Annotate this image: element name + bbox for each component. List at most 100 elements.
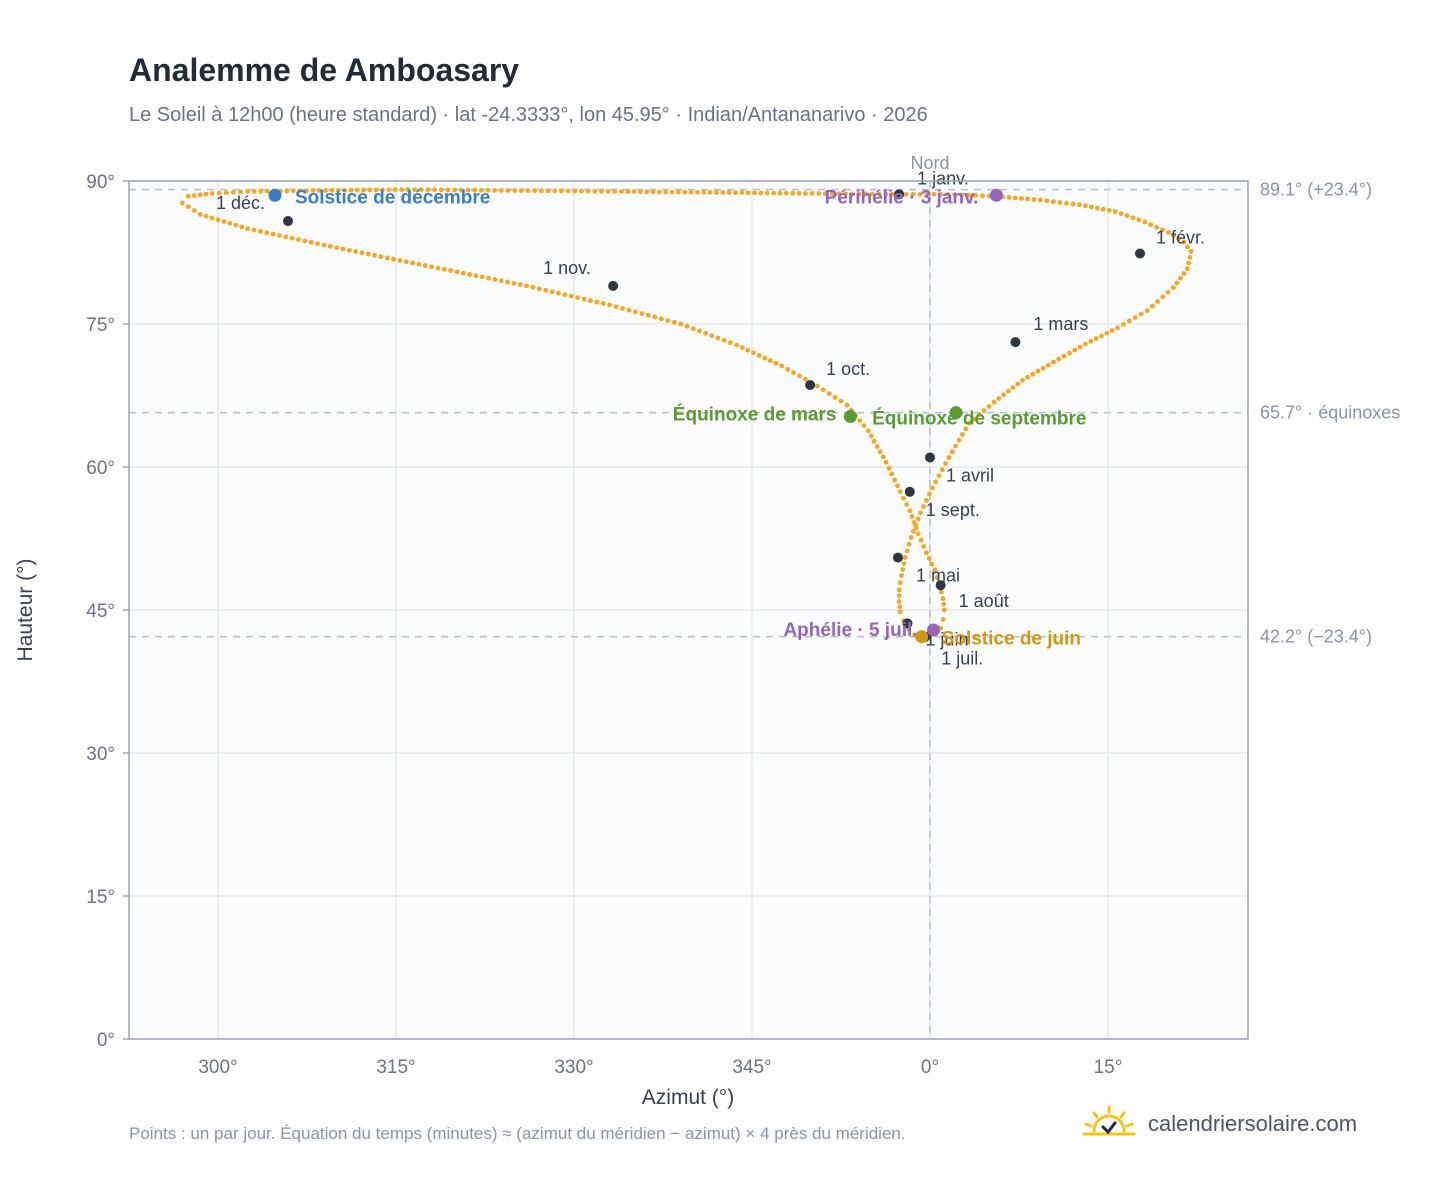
reference-label: 65.7° · équinoxes: [1260, 403, 1400, 423]
daily-point: [512, 188, 518, 193]
daily-point: [1093, 336, 1099, 342]
event-label: Solstice de juin: [942, 629, 1081, 650]
daily-point: [384, 255, 390, 261]
daily-point: [733, 190, 738, 196]
daily-point: [959, 192, 965, 198]
daily-point: [543, 287, 549, 293]
daily-point: [403, 259, 409, 265]
daily-point: [340, 246, 346, 252]
month-label: 1 avril: [946, 465, 994, 485]
daily-point: [1154, 224, 1160, 230]
daily-point: [492, 187, 498, 193]
daily-point: [971, 416, 977, 422]
daily-point: [861, 423, 867, 429]
brand[interactable]: calendriersolaire.com: [1082, 1104, 1357, 1144]
daily-point: [359, 250, 365, 256]
daily-point: [1025, 196, 1031, 202]
daily-point: [1070, 201, 1076, 207]
daily-point: [946, 455, 952, 460]
daily-point: [696, 328, 702, 334]
daily-point: [707, 189, 713, 195]
daily-point: [1187, 254, 1193, 260]
daily-point: [1006, 194, 1012, 200]
daily-point: [1126, 318, 1132, 324]
daily-point: [779, 363, 785, 369]
daily-point: [814, 383, 820, 389]
daily-point: [933, 479, 939, 485]
daily-point: [739, 345, 745, 350]
daily-point: [316, 188, 322, 193]
daily-point: [585, 188, 591, 194]
daily-point: [473, 273, 479, 279]
daily-point: [1020, 377, 1025, 383]
x-tick-label: 345°: [732, 1057, 771, 1078]
daily-point: [939, 467, 945, 473]
chart-subtitle: Le Soleil à 12h00 (heure standard) · lat…: [129, 104, 928, 126]
daily-point: [790, 190, 796, 196]
daily-point: [911, 519, 917, 525]
daily-point: [868, 433, 874, 439]
daily-point: [215, 217, 221, 223]
daily-point: [826, 391, 832, 396]
daily-point: [412, 187, 417, 193]
daily-point: [572, 188, 578, 194]
daily-point: [638, 189, 643, 195]
daily-point: [613, 304, 619, 310]
daily-point: [896, 593, 902, 599]
daily-point: [485, 187, 491, 193]
daily-point: [1012, 195, 1018, 201]
daily-point: [688, 189, 694, 195]
daily-point: [694, 189, 700, 195]
event-marker: [927, 623, 941, 637]
daily-point: [231, 189, 236, 195]
daily-point: [1165, 289, 1171, 295]
month-marker: [894, 189, 905, 200]
daily-point: [657, 189, 662, 195]
daily-point: [1083, 203, 1088, 209]
daily-point: [644, 189, 650, 195]
event-marker: [843, 409, 857, 423]
daily-point: [676, 189, 681, 195]
daily-point: [715, 335, 721, 341]
x-tick-label: 330°: [554, 1057, 593, 1078]
daily-point: [892, 477, 898, 483]
daily-point: [1099, 333, 1104, 339]
daily-point: [1104, 330, 1110, 336]
daily-point: [465, 187, 471, 193]
event-marker: [949, 406, 963, 420]
daily-point: [592, 188, 598, 194]
daily-point: [1044, 198, 1050, 204]
daily-point: [251, 188, 257, 194]
month-label: 1 mars: [1033, 314, 1088, 334]
daily-point: [663, 189, 669, 195]
daily-point: [565, 188, 571, 194]
daily-point: [1115, 325, 1120, 331]
daily-point: [931, 191, 937, 197]
daily-point: [599, 188, 604, 194]
daily-point: [857, 418, 863, 423]
daily-point: [981, 408, 987, 413]
daily-point: [1118, 211, 1124, 217]
daily-point: [918, 510, 923, 516]
daily-point: [701, 189, 707, 195]
daily-point: [721, 337, 727, 343]
daily-point: [1035, 368, 1041, 374]
daily-point: [1106, 207, 1112, 213]
daily-point: [945, 191, 951, 197]
daily-point: [991, 399, 997, 405]
daily-point: [924, 191, 930, 197]
daily-point: [940, 617, 946, 622]
month-label: 1 janv.: [917, 168, 969, 188]
daily-point: [1185, 244, 1190, 250]
daily-point: [1124, 213, 1130, 219]
daily-point: [410, 260, 416, 266]
axis-ticks: 300° 315° 330° 345° 0° 15° 0° 15° 30° 45° 60° 75° 90…: [86, 172, 1122, 1078]
daily-point: [897, 609, 903, 615]
daily-point: [264, 188, 270, 194]
daily-point: [1094, 205, 1100, 211]
daily-point: [1109, 328, 1115, 333]
daily-point: [764, 190, 770, 196]
daily-point: [856, 191, 862, 197]
daily-point: [1031, 197, 1037, 202]
